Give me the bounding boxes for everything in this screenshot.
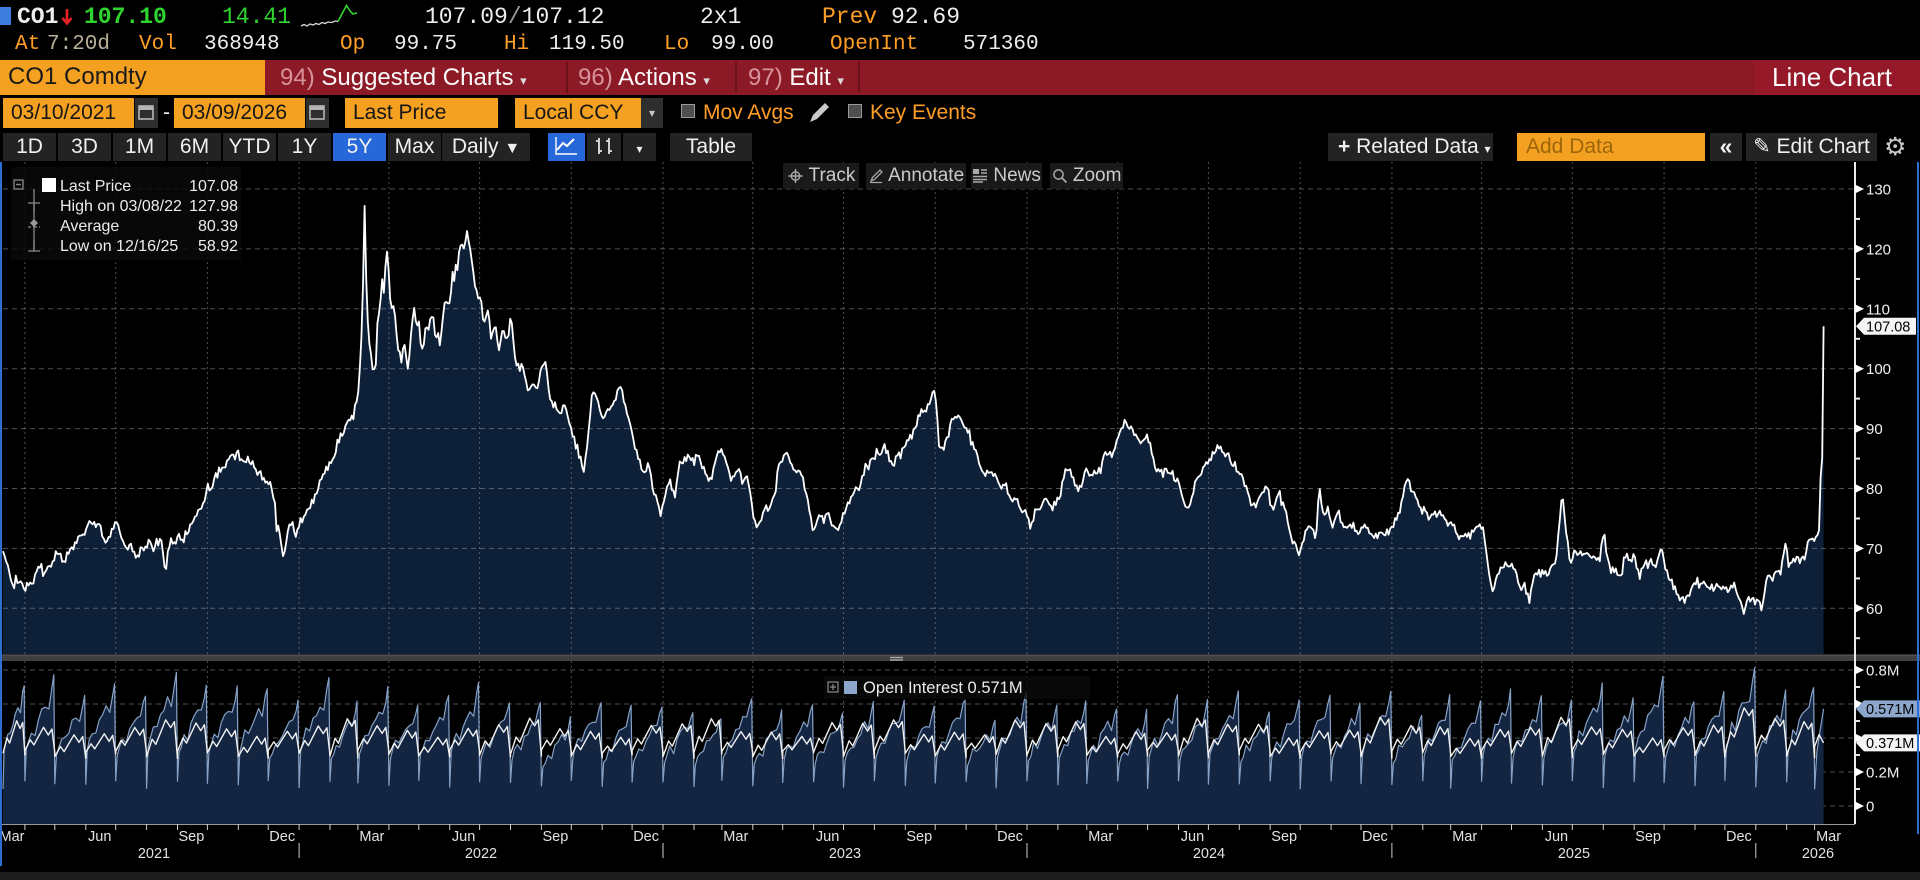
svg-text:107.08: 107.08 <box>189 178 238 195</box>
svg-text:90: 90 <box>1866 421 1883 438</box>
svg-text:60: 60 <box>1866 601 1883 618</box>
svg-text:Mar: Mar <box>359 829 384 845</box>
svg-text:58.92: 58.92 <box>198 238 238 255</box>
svg-text:Jun: Jun <box>1545 829 1568 845</box>
svg-text:2023: 2023 <box>829 846 861 862</box>
svg-text:0.371M: 0.371M <box>1866 736 1914 752</box>
svg-text:2022: 2022 <box>465 846 497 862</box>
svg-text:107.08: 107.08 <box>1866 320 1910 336</box>
svg-text:0.8M: 0.8M <box>1866 663 1899 680</box>
svg-text:Dec: Dec <box>997 829 1023 845</box>
svg-text:Dec: Dec <box>633 829 659 845</box>
svg-text:Open Interest 0.571M: Open Interest 0.571M <box>863 679 1023 697</box>
svg-text:80.39: 80.39 <box>198 218 238 235</box>
svg-text:2024: 2024 <box>1193 846 1225 862</box>
svg-text:100: 100 <box>1866 361 1891 378</box>
svg-text:Jun: Jun <box>1181 829 1204 845</box>
svg-text:80: 80 <box>1866 481 1883 498</box>
svg-text:Dec: Dec <box>269 829 295 845</box>
svg-text:110: 110 <box>1866 301 1890 318</box>
svg-text:2021: 2021 <box>138 846 170 862</box>
svg-text:130: 130 <box>1866 182 1891 199</box>
svg-text:Low on 12/16/25: Low on 12/16/25 <box>60 238 178 255</box>
svg-text:Mar: Mar <box>723 829 748 845</box>
svg-text:Sep: Sep <box>542 829 568 845</box>
svg-text:70: 70 <box>1866 541 1883 558</box>
svg-text:Jun: Jun <box>452 829 475 845</box>
svg-text:127.98: 127.98 <box>189 198 238 215</box>
svg-text:2025: 2025 <box>1558 846 1590 862</box>
svg-text:Average: Average <box>60 218 119 235</box>
svg-text:Jun: Jun <box>88 829 111 845</box>
svg-text:Sep: Sep <box>906 829 932 845</box>
svg-text:120: 120 <box>1866 241 1891 258</box>
svg-text:0.2M: 0.2M <box>1866 765 1899 782</box>
svg-text:Mar: Mar <box>1452 829 1477 845</box>
svg-text:2026: 2026 <box>1802 846 1834 862</box>
svg-text:Jun: Jun <box>816 829 839 845</box>
svg-text:Dec: Dec <box>1726 829 1752 845</box>
svg-text:Sep: Sep <box>1271 829 1297 845</box>
svg-text:Mar: Mar <box>1088 829 1113 845</box>
svg-text:Mar: Mar <box>1816 829 1841 845</box>
svg-text:0.571M: 0.571M <box>1866 702 1914 718</box>
svg-text:0: 0 <box>1866 799 1874 816</box>
svg-text:Last Price: Last Price <box>60 178 131 195</box>
svg-text:Sep: Sep <box>178 829 204 845</box>
svg-text:Dec: Dec <box>1362 829 1388 845</box>
svg-text:Mar: Mar <box>0 829 25 845</box>
svg-text:High on 03/08/22: High on 03/08/22 <box>60 198 182 215</box>
svg-text:Sep: Sep <box>1635 829 1661 845</box>
